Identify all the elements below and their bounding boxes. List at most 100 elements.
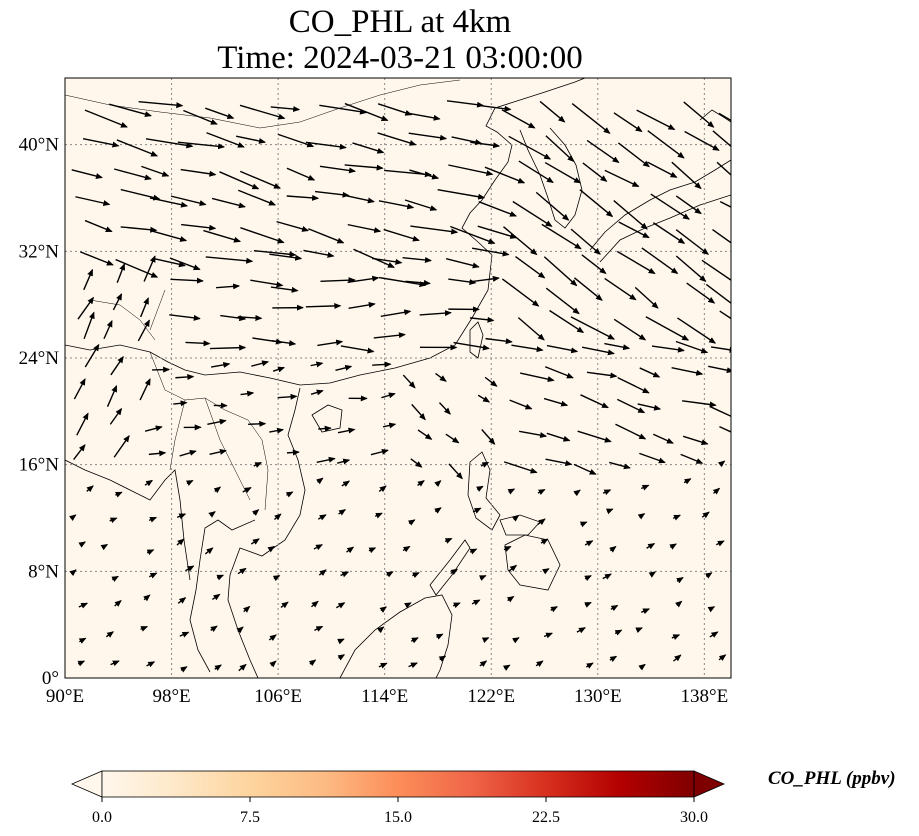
wind-arrow-381 (109, 103, 152, 118)
wind-arrow-390 (407, 112, 441, 121)
wind-arrow-97 (646, 542, 656, 550)
wind-arrow-216 (617, 376, 650, 394)
lat-tick-label-1: 8°N (28, 561, 59, 582)
wind-arrow-118 (672, 514, 681, 521)
wind-arrow-182 (139, 378, 151, 401)
wind-arrow-5 (238, 663, 247, 672)
wind-arrow-273 (501, 278, 540, 307)
colorbar: 0.0 7.5 15.0 22.5 30.0 (70, 770, 726, 826)
wind-arrow-356 (604, 169, 640, 188)
wind-arrow-346 (286, 167, 316, 181)
colorbar-tick-label-3: 22.5 (532, 809, 560, 826)
wind-arrow-205 (251, 360, 269, 367)
wind-arrow-187 (310, 389, 324, 396)
wind-arrow-52 (471, 599, 481, 606)
wind-arrow-348 (344, 164, 384, 171)
wind-arrow-338 (675, 195, 702, 215)
wind-arrow-12 (479, 660, 488, 668)
wind-arrow-293 (515, 256, 546, 279)
wind-arrow-323 (170, 195, 207, 207)
wind-arrow-370 (408, 132, 448, 141)
wind-arrow-281 (115, 258, 159, 278)
colorbar-tick-label-2: 15.0 (384, 809, 412, 826)
wind-arrow-151 (448, 463, 463, 480)
wind-arrow-28 (337, 638, 345, 645)
wind-arrow-377 (647, 130, 685, 159)
colorbar-tick-label-1: 7.5 (240, 809, 260, 826)
wind-arrow-70 (412, 572, 420, 579)
wind-arrow-247 (305, 302, 342, 309)
wind-arrow-55 (584, 601, 592, 608)
wind-arrow-278 (686, 282, 716, 304)
wind-arrow-357 (647, 161, 678, 178)
wind-arrow-214 (544, 366, 574, 379)
colorbar-bar (102, 771, 694, 797)
wind-arrow-373 (508, 135, 552, 160)
wind-arrow-90 (402, 545, 411, 553)
wind-arrow-224 (209, 344, 247, 351)
wind-arrow-368 (352, 142, 385, 154)
wind-arrow-42 (143, 594, 151, 602)
wind-arrow-101 (109, 517, 118, 524)
wind-arrow-141 (113, 435, 130, 458)
wind-arrow-76 (602, 573, 612, 580)
wind-arrow-275 (574, 277, 603, 301)
wind-arrow-84 (204, 547, 214, 555)
wind-arrow-50 (404, 602, 412, 609)
wind-arrow-59 (707, 606, 716, 613)
wind-arrow-309 (383, 228, 420, 242)
wind-arrow-287 (303, 249, 335, 258)
wind-arrow-54 (550, 606, 558, 613)
wind-arrow-358 (671, 161, 702, 190)
wind-arrow-23 (179, 631, 190, 638)
wind-arrow-133 (507, 488, 516, 495)
wind-arrow-13 (502, 664, 511, 671)
wind-arrow-280 (80, 251, 114, 266)
wind-arrow-396 (613, 112, 643, 133)
wind-arrow-145 (253, 462, 263, 468)
wind-arrow-57 (640, 608, 651, 615)
wind-arrow-274 (545, 287, 580, 315)
wind-arrow-366 (277, 133, 315, 148)
wind-arrow-344 (219, 171, 260, 190)
myanmar-coastline (65, 459, 191, 581)
colorbar-extend-low (70, 770, 103, 798)
wind-arrow-193 (509, 399, 533, 410)
wind-arrow-263 (170, 277, 204, 284)
wind-arrow-380 (84, 109, 128, 128)
wind-arrow-73 (508, 564, 518, 572)
wind-arrow-316 (618, 221, 650, 239)
wind-arrow-94 (540, 538, 549, 545)
wind-arrow-371 (451, 136, 483, 145)
wind-arrow-300 (84, 219, 113, 233)
wind-arrow-140 (73, 444, 86, 460)
wind-arrow-56 (610, 604, 619, 612)
wind-arrow-376 (617, 142, 650, 168)
wind-arrow-314 (541, 223, 582, 250)
wind-arrow-45 (243, 605, 251, 613)
wind-arrow-329 (378, 200, 415, 210)
wind-arrow-62 (148, 572, 158, 579)
wind-arrow-136 (602, 489, 612, 496)
axis-ticks: 90°E 98°E 106°E 114°E 122°E 130°E 138°E 0° 8°N 16… (19, 135, 729, 707)
wind-arrow-347 (319, 165, 356, 174)
wind-arrow-155 (573, 463, 597, 475)
wind-arrow-165 (248, 420, 267, 427)
wind-arrow-110 (407, 519, 416, 526)
wind-arrow-47 (311, 600, 319, 608)
wind-arrow-398 (683, 101, 715, 128)
wind-arrow-350 (409, 169, 440, 180)
wind-arrow-114 (537, 518, 546, 526)
wind-arrow-395 (571, 103, 611, 134)
lat-tick-label-2: 16°N (19, 455, 60, 476)
wind-arrow-208 (335, 364, 353, 371)
wind-arrow-166 (269, 427, 285, 434)
wind-arrow-203 (175, 373, 195, 380)
wind-arrow-363 (177, 141, 226, 150)
wind-arrow-98 (669, 543, 677, 550)
wind-arrow-130 (417, 480, 425, 487)
wind-arrow-81 (100, 543, 109, 551)
wind-arrow-169 (382, 422, 397, 429)
wind-arrow-296 (617, 250, 656, 275)
wind-arrow-175 (577, 430, 612, 443)
